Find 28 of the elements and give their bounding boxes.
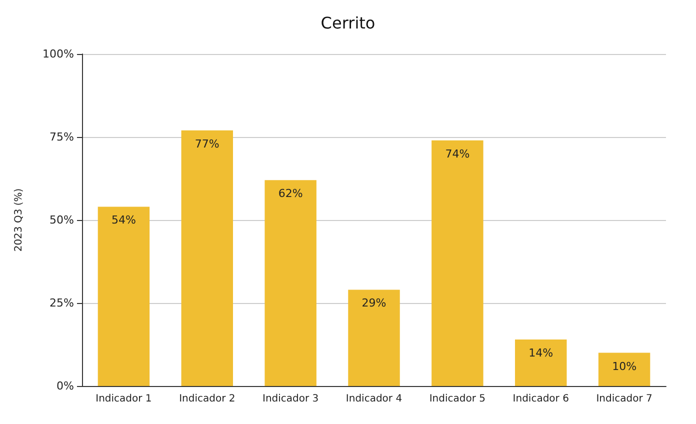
x-tick-label: Indicador 2 xyxy=(179,394,236,404)
y-tick-label: 0% xyxy=(56,380,74,392)
x-tick-label: Indicador 6 xyxy=(512,394,569,404)
data-label: 14% xyxy=(528,346,554,360)
bar xyxy=(98,206,150,386)
y-tick-label: 50% xyxy=(50,214,74,226)
data-label: 62% xyxy=(278,187,303,200)
y-tick-label: 25% xyxy=(50,296,74,310)
bar xyxy=(181,130,234,386)
chart-title: Cerrito xyxy=(320,14,376,32)
bar xyxy=(598,352,650,386)
x-tick-label: Indicador 4 xyxy=(346,394,402,404)
data-label: 54% xyxy=(111,214,136,227)
data-label: 29% xyxy=(362,296,386,310)
bar xyxy=(348,290,400,386)
bar xyxy=(264,180,316,386)
bar xyxy=(514,340,567,386)
data-label: 10% xyxy=(612,360,637,373)
data-label: 77% xyxy=(194,137,220,150)
x-tick-label: Indicador 5 xyxy=(429,394,486,404)
x-tick-label: Indicador 3 xyxy=(262,394,319,404)
y-tick-label: 100% xyxy=(42,48,74,60)
y-tick-label: 75% xyxy=(50,130,74,144)
x-tick-label: Indicador 1 xyxy=(96,394,152,404)
data-label: 74% xyxy=(445,147,470,160)
bar xyxy=(432,140,484,386)
y-axis-title: 2023 Q3 (%) xyxy=(14,188,24,252)
x-tick-label: Indicador 7 xyxy=(596,394,652,404)
